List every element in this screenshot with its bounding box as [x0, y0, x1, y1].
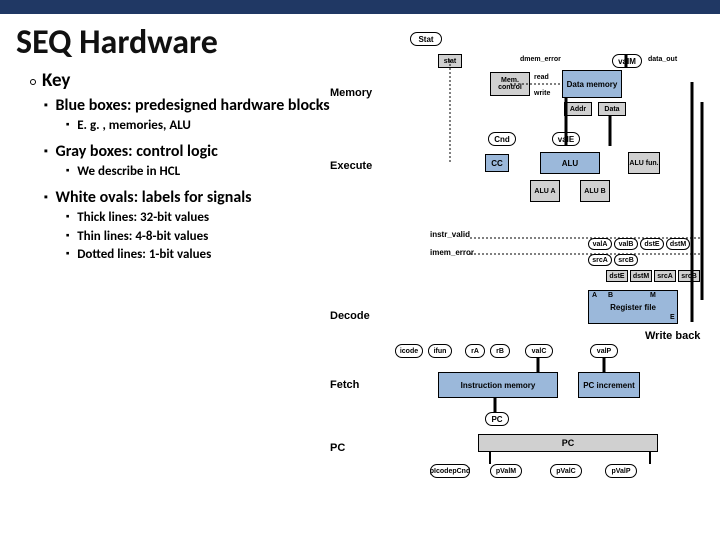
slide-top-bar: [0, 0, 720, 14]
wires: [330, 32, 710, 492]
seq-diagram: Stat stat dmem_error valM data_out Memor…: [330, 32, 710, 552]
